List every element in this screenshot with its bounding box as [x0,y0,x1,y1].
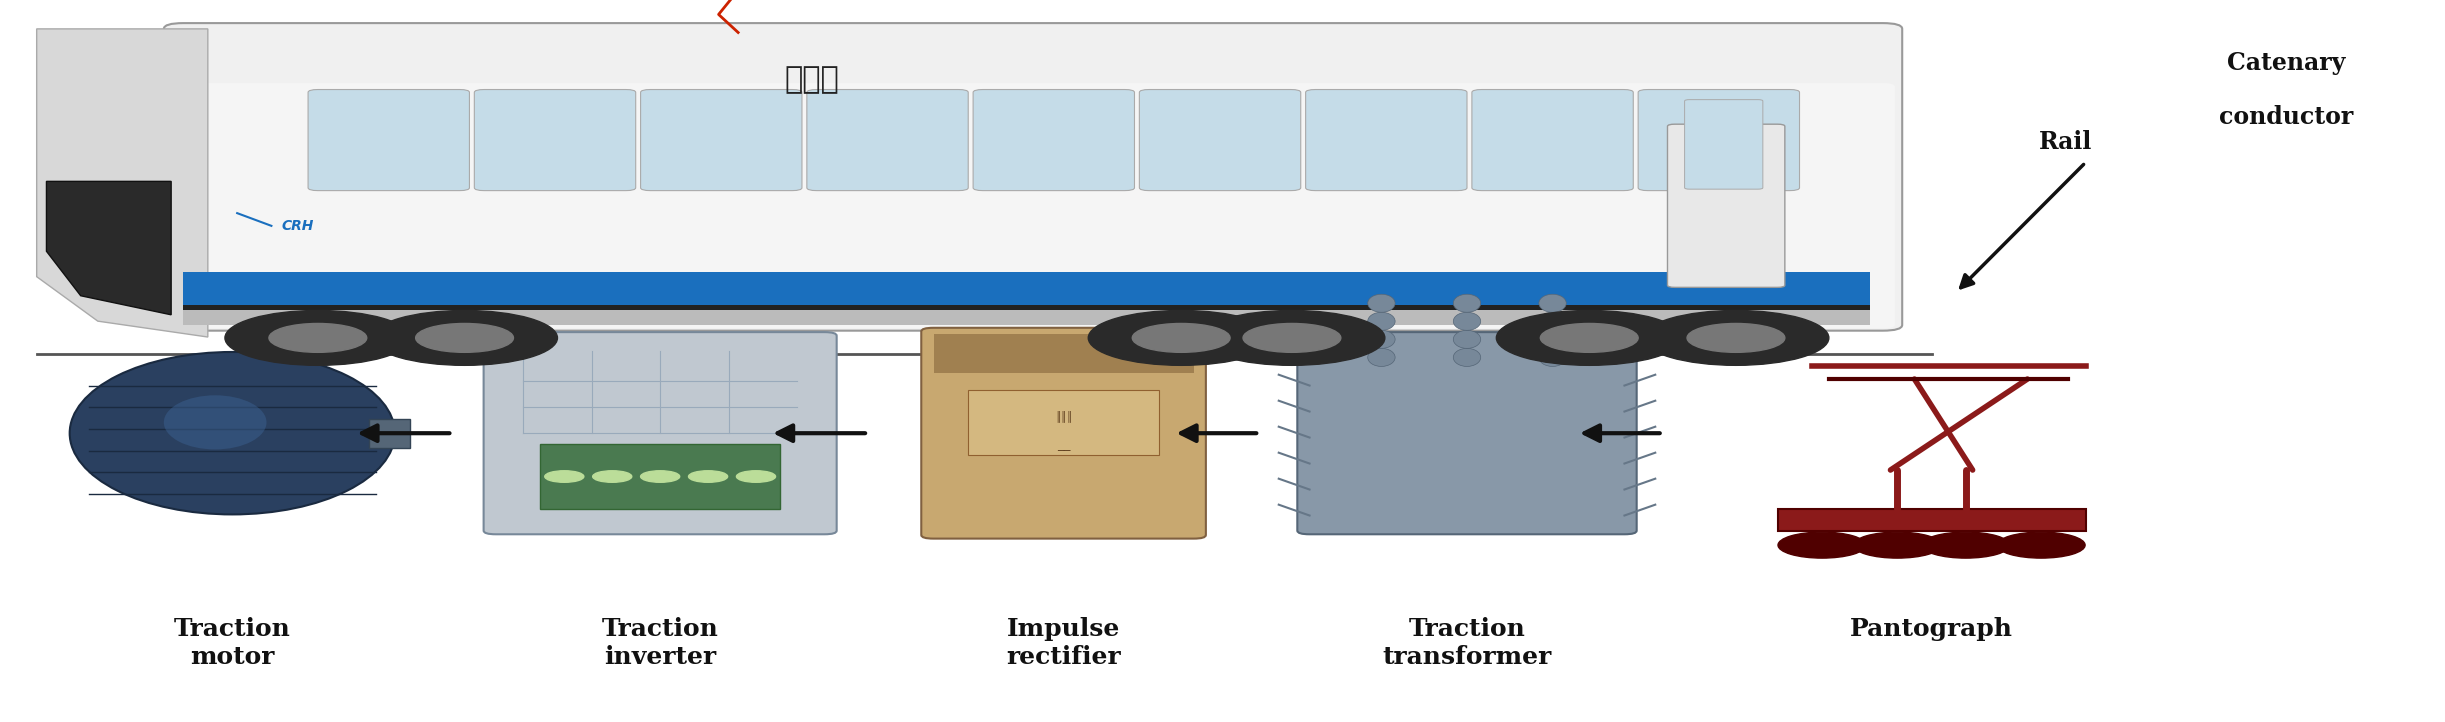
Circle shape [1132,323,1230,352]
Bar [540,444,780,509]
Ellipse shape [1538,331,1567,349]
FancyBboxPatch shape [1685,100,1763,189]
Text: Rail: Rail [2039,130,2093,154]
FancyBboxPatch shape [308,90,469,191]
Circle shape [641,471,680,482]
FancyBboxPatch shape [484,332,836,534]
Ellipse shape [1452,349,1482,366]
Text: ║║║: ║║║ [1054,410,1073,422]
Bar [968,390,1159,455]
Text: CRH: CRH [281,219,313,232]
FancyBboxPatch shape [1139,90,1301,191]
Ellipse shape [1367,312,1396,330]
Text: Traction
inverter: Traction inverter [601,617,719,669]
FancyBboxPatch shape [922,328,1205,539]
Text: Traction
transformer: Traction transformer [1381,617,1553,669]
Ellipse shape [164,395,267,449]
Circle shape [1088,310,1274,365]
Circle shape [1998,532,2086,558]
Circle shape [269,323,367,352]
Circle shape [1198,310,1384,365]
Ellipse shape [1452,312,1482,330]
Circle shape [416,323,513,352]
Polygon shape [37,29,208,337]
Text: Catenary: Catenary [2227,51,2345,74]
Circle shape [689,471,729,482]
Circle shape [1540,323,1638,352]
Text: ──: ── [1056,445,1071,456]
Circle shape [1778,532,1866,558]
Circle shape [1643,310,1829,365]
FancyBboxPatch shape [164,23,1902,331]
Circle shape [736,471,775,482]
FancyBboxPatch shape [474,90,636,191]
Circle shape [225,310,411,365]
Circle shape [1853,532,1941,558]
Text: conductor: conductor [2220,105,2352,129]
Ellipse shape [1367,295,1396,312]
Ellipse shape [1452,331,1482,349]
Bar [934,334,1193,373]
FancyBboxPatch shape [973,90,1134,191]
FancyBboxPatch shape [1667,124,1785,287]
Bar [183,272,1870,307]
Text: 和谐号: 和谐号 [785,65,839,94]
Circle shape [592,471,631,482]
Ellipse shape [1538,349,1567,366]
Circle shape [1242,323,1340,352]
Text: Impulse
rectifier: Impulse rectifier [1007,617,1120,669]
Bar [183,289,1870,325]
FancyBboxPatch shape [807,90,968,191]
FancyBboxPatch shape [1472,90,1633,191]
FancyBboxPatch shape [1638,90,1800,191]
Ellipse shape [1367,331,1396,349]
Ellipse shape [1538,312,1567,330]
FancyBboxPatch shape [1298,332,1636,534]
Bar [1778,509,2086,531]
Circle shape [1922,532,2010,558]
Ellipse shape [1452,295,1482,312]
FancyBboxPatch shape [1306,90,1467,191]
Ellipse shape [68,352,396,514]
Text: Pantograph: Pantograph [1851,617,2012,641]
Bar [183,305,1870,310]
Ellipse shape [1538,295,1567,312]
Circle shape [545,471,584,482]
Bar [369,419,411,448]
Circle shape [372,310,557,365]
Circle shape [1496,310,1682,365]
Polygon shape [46,181,171,315]
Text: Traction
motor: Traction motor [174,617,291,669]
Circle shape [1687,323,1785,352]
FancyBboxPatch shape [641,90,802,191]
Ellipse shape [1367,349,1396,366]
FancyBboxPatch shape [171,83,1895,329]
